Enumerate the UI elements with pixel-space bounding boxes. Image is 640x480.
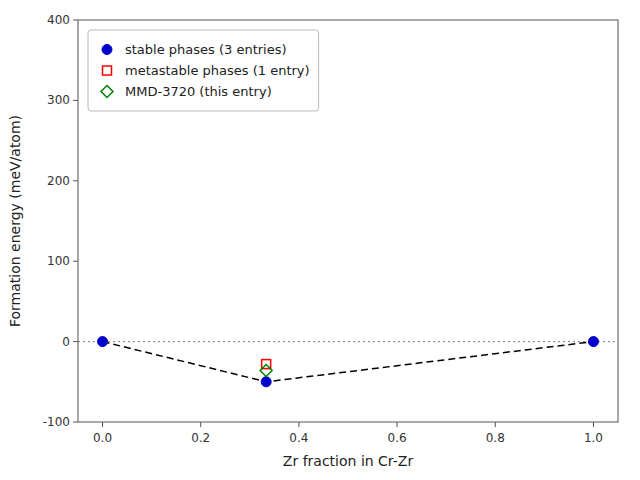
x-tick-label: 0.0 [93,431,112,445]
legend-swatch [102,45,112,55]
reference-line [78,341,618,342]
x-tick-label: 0.8 [486,431,505,445]
x-tick [298,422,299,427]
legend-item: stable phases (3 entries) [102,42,287,57]
x-axis-label: Zr fraction in Cr-Zr [283,453,414,469]
y-tick [73,261,78,262]
y-tick [73,20,78,21]
legend-swatch [103,66,112,75]
legend-label: stable phases (3 entries) [125,42,287,57]
legend-label: metastable phases (1 entry) [125,63,310,78]
point [98,337,108,347]
x-tick-label: 0.2 [191,431,210,445]
marks [78,337,618,387]
legend: stable phases (3 entries) metastable phas… [88,30,319,111]
x-tick [397,422,398,427]
point [261,377,271,387]
y-tick [73,341,78,342]
legend-label: MMD-3720 (this entry) [125,84,272,99]
x-tick [593,422,594,427]
y-axis-label: Formation energy (meV/atom) [7,115,23,327]
y-tick-label: 0 [62,335,70,349]
legend-item: metastable phases (1 entry) [103,63,310,78]
legend-swatch [101,86,113,98]
y-tick [73,180,78,181]
y-tick-label: 400 [47,13,70,27]
x-tick [102,422,103,427]
plot-frame [78,20,618,422]
y-tick-label: -100 [43,415,70,429]
x-tick-label: 0.6 [388,431,407,445]
chart: 0.0 0.2 0.4 0.6 0.8 1.0 -100 0 100 200 300 400 Zr fr… [0,0,640,480]
x-tick-label: 1.0 [584,431,603,445]
y-tick [73,422,78,423]
hull-line [103,342,594,382]
x-tick [200,422,201,427]
y-tick-label: 100 [47,254,70,268]
y-tick-label: 300 [47,93,70,107]
point [588,337,598,347]
y-tick [73,100,78,101]
legend-box [88,30,319,111]
legend-item: MMD-3720 (this entry) [101,84,272,99]
point [260,365,272,377]
y-tick-label: 200 [47,174,70,188]
x-tick [495,422,496,427]
x-tick-label: 0.4 [289,431,308,445]
